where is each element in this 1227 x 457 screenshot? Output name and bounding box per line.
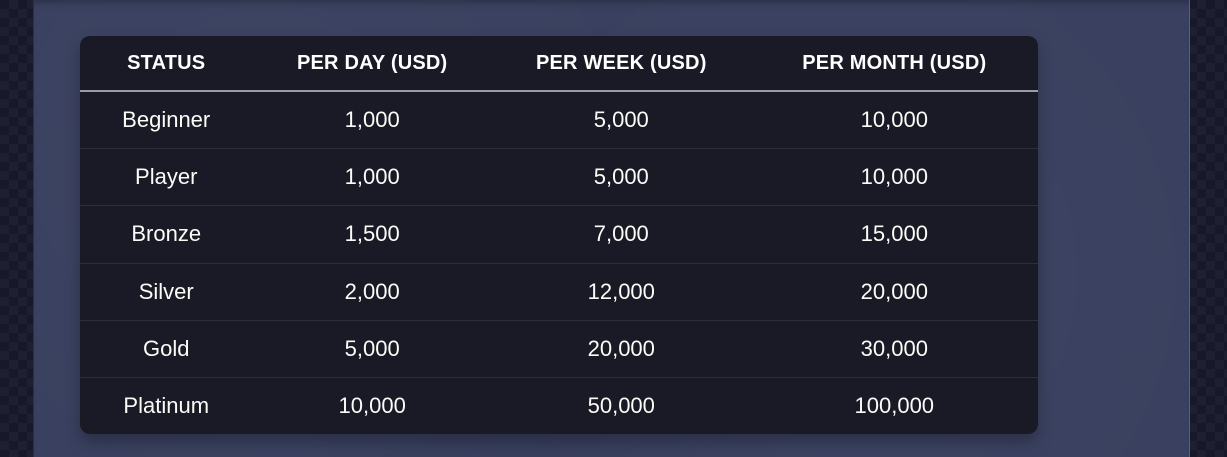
per-month-cell: 10,000	[860, 164, 928, 190]
table-body: Beginner 1,000 5,000 10,000 Player 1,000…	[80, 92, 1038, 434]
per-day-cell: 1,000	[344, 164, 400, 190]
per-month-cell: 100,000	[854, 392, 935, 418]
per-week-cell: 7,000	[593, 221, 649, 247]
per-week-cell: 12,000	[587, 278, 655, 304]
table-row: Bronze 1,500 7,000 15,000	[80, 206, 1038, 264]
status-cell: Player	[135, 164, 198, 190]
per-month-cell: 15,000	[860, 221, 928, 247]
per-month-cell: 20,000	[860, 278, 928, 304]
per-day-cell: 2,000	[344, 278, 400, 304]
per-month-cell: 30,000	[860, 335, 928, 361]
column-header-status: STATUS	[127, 51, 206, 74]
per-day-cell: 5,000	[344, 335, 400, 361]
status-cell: Beginner	[122, 107, 211, 133]
status-cell: Silver	[138, 278, 194, 304]
table-row: Player 1,000 5,000 10,000	[80, 149, 1038, 207]
per-day-cell: 1,000	[344, 107, 400, 133]
per-week-cell: 20,000	[587, 335, 655, 361]
per-week-cell: 50,000	[587, 392, 655, 418]
column-header-per-day: PER DAY (USD)	[296, 51, 448, 74]
per-week-cell: 5,000	[593, 107, 649, 133]
table-row: Silver 2,000 12,000 20,000	[80, 264, 1038, 321]
per-month-cell: 10,000	[860, 107, 928, 133]
per-day-cell: 1,500	[344, 221, 400, 247]
table-row: Gold 5,000 20,000 30,000	[80, 321, 1038, 378]
status-cell: Bronze	[131, 221, 202, 247]
table-row: Beginner 1,000 5,000 10,000	[80, 92, 1038, 150]
table-header-row: STATUS PER DAY (USD) PER WEEK (USD) PER …	[80, 36, 1038, 92]
limits-table: STATUS PER DAY (USD) PER WEEK (USD) PER …	[80, 36, 1038, 434]
status-cell: Gold	[142, 335, 190, 361]
per-day-cell: 10,000	[338, 392, 406, 418]
per-week-cell: 5,000	[593, 164, 649, 190]
table-row: Platinum 10,000 50,000 100,000	[80, 378, 1038, 434]
column-header-per-month: PER MONTH (USD)	[802, 51, 987, 74]
status-cell: Platinum	[123, 392, 210, 418]
column-header-per-week: PER WEEK (USD)	[535, 51, 707, 74]
